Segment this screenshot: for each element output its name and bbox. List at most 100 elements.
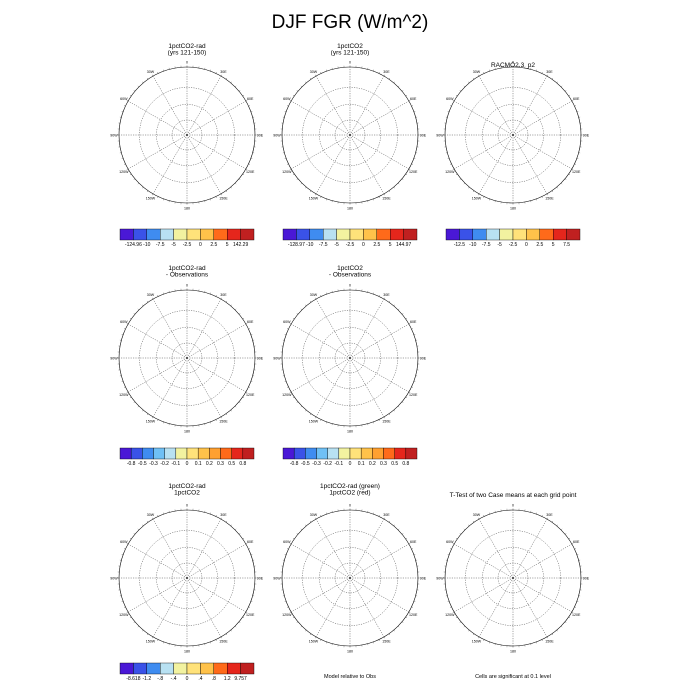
map-tick-label: 30E bbox=[220, 513, 227, 517]
colorbar-box bbox=[173, 228, 188, 241]
colorbar-box bbox=[240, 662, 255, 675]
map-tick-label: 30E bbox=[546, 70, 553, 74]
colorbar-label: -7.5 bbox=[156, 242, 165, 248]
panel-title: 1pctCO2-rad bbox=[168, 265, 206, 272]
colorbar-box bbox=[539, 228, 554, 241]
colorbar-label: 0 bbox=[362, 242, 365, 248]
graticule bbox=[119, 67, 255, 203]
map-tick-label: 90E bbox=[257, 576, 264, 580]
map-tick-label: 90E bbox=[420, 133, 427, 137]
colorbar-label: -.8 bbox=[157, 676, 163, 682]
map-tick-label: 120W bbox=[119, 613, 129, 617]
map-tick-label: 60E bbox=[247, 540, 254, 544]
colorbar-box bbox=[213, 662, 228, 675]
map-tick-label: 120E bbox=[246, 613, 255, 617]
map-tick-label: 60E bbox=[573, 97, 580, 101]
colorbar-box bbox=[296, 228, 310, 241]
colorbar-label: -10 bbox=[143, 242, 150, 248]
map-tick-label: 120W bbox=[119, 393, 129, 397]
colorbar-label: -.4 bbox=[171, 676, 177, 682]
colorbar-box bbox=[336, 228, 351, 241]
colorbar-box bbox=[293, 447, 306, 460]
map-tick-label: 60E bbox=[410, 540, 417, 544]
graticule bbox=[282, 510, 418, 646]
map-tick-label: 150E bbox=[545, 197, 554, 201]
colorbar-label: -0.2 bbox=[160, 461, 169, 467]
map-tick-label: 180 bbox=[184, 206, 190, 210]
map-tick-label: 150W bbox=[472, 197, 482, 201]
colorbar-label: 0.1 bbox=[195, 461, 202, 467]
colorbar-box bbox=[372, 447, 384, 460]
colorbar-box bbox=[200, 228, 214, 241]
colorbar: -8.618 -1.2 -.8 -.4 0 .4 .8 1.2 9.757 bbox=[119, 662, 255, 682]
map-tick-label: 90E bbox=[257, 133, 264, 137]
colorbar-box bbox=[486, 228, 500, 241]
colorbar-box bbox=[159, 228, 174, 241]
map-tick-label: 60W bbox=[283, 97, 291, 101]
colorbar-label: 2.5 bbox=[210, 242, 217, 248]
colorbar-box bbox=[338, 447, 351, 460]
colorbar-label: -0.1 bbox=[335, 461, 344, 467]
panel-title: 1pctCO2 bbox=[174, 490, 200, 497]
colorbar: -0.8 -0.5 -0.3 -0.2 -0.1 0 0.1 0.2 0.3 0.5 0.8 bbox=[282, 447, 418, 467]
colorbar-label: -10 bbox=[306, 242, 313, 248]
colorbar-box bbox=[349, 447, 362, 460]
map-tick-label: 120W bbox=[445, 613, 455, 617]
colorbar-box bbox=[566, 228, 581, 241]
colorbar-label: 7.5 bbox=[563, 242, 570, 248]
colorbar-box bbox=[119, 447, 132, 460]
map-tick-label: 30W bbox=[310, 293, 318, 297]
map-tick-label: 120W bbox=[282, 393, 292, 397]
colorbar-label: 0.2 bbox=[369, 461, 376, 467]
panel-title: 1pctCO2-rad bbox=[168, 483, 206, 490]
colorbar-box bbox=[226, 228, 241, 241]
map-tick-label: 120E bbox=[246, 393, 255, 397]
colorbar-box bbox=[403, 228, 418, 241]
colorbar-label: 0.8 bbox=[239, 461, 246, 467]
colorbar-box bbox=[146, 228, 161, 241]
colorbar-box bbox=[242, 447, 255, 460]
colorbar-box bbox=[553, 228, 567, 241]
map-tick-label: 0 bbox=[349, 503, 351, 507]
colorbar-label: 142.29 bbox=[233, 242, 249, 248]
colorbar-label: 144.97 bbox=[396, 242, 412, 248]
colorbar-label: 0.3 bbox=[217, 461, 224, 467]
map-tick-label: 90W bbox=[273, 133, 281, 137]
map-tick-label: 30W bbox=[147, 70, 155, 74]
map-tick-label: 30E bbox=[220, 70, 227, 74]
colorbar-label: -5 bbox=[497, 242, 502, 248]
graticule bbox=[282, 290, 418, 426]
map-tick-label: 150E bbox=[382, 420, 391, 424]
map-panel-p1: 1pctCO2-rad(yrs 121-150) 0 30E 60E 90E 120E 15… bbox=[110, 43, 263, 248]
map-tick-label: 150E bbox=[545, 640, 554, 644]
colorbar-box bbox=[327, 447, 340, 460]
colorbar-label: -0.8 bbox=[290, 461, 299, 467]
colorbar-label: -0.5 bbox=[301, 461, 310, 467]
graticule bbox=[445, 67, 581, 203]
map-tick-label: 90W bbox=[273, 356, 281, 360]
colorbar-box bbox=[282, 447, 295, 460]
colorbar-label: -8.618 bbox=[126, 676, 140, 682]
map-tick-label: 30E bbox=[383, 513, 390, 517]
graticule bbox=[445, 510, 581, 646]
colorbar-box bbox=[173, 662, 188, 675]
colorbar-box bbox=[394, 447, 407, 460]
figure-title: DJF FGR (W/m^2) bbox=[271, 12, 429, 33]
colorbar-label: -7.5 bbox=[319, 242, 328, 248]
colorbar-box bbox=[323, 228, 337, 241]
map-tick-label: 180 bbox=[184, 429, 190, 433]
map-tick-label: 120W bbox=[282, 613, 292, 617]
map-tick-label: 90W bbox=[110, 133, 118, 137]
panel-footnote: Model relative to Obs bbox=[324, 674, 376, 680]
panel-title: 1pctCO2-rad (green) bbox=[320, 483, 380, 490]
map-tick-label: 60E bbox=[247, 97, 254, 101]
colorbar-box bbox=[226, 662, 241, 675]
map-tick-label: 60E bbox=[247, 320, 254, 324]
panel-title: 1pctCO2 bbox=[337, 265, 363, 272]
colorbar-box bbox=[119, 662, 134, 675]
colorbar-box bbox=[133, 228, 147, 241]
colorbar-label: .8 bbox=[212, 676, 216, 682]
map-tick-label: 60W bbox=[283, 320, 291, 324]
map-tick-label: 60W bbox=[283, 540, 291, 544]
